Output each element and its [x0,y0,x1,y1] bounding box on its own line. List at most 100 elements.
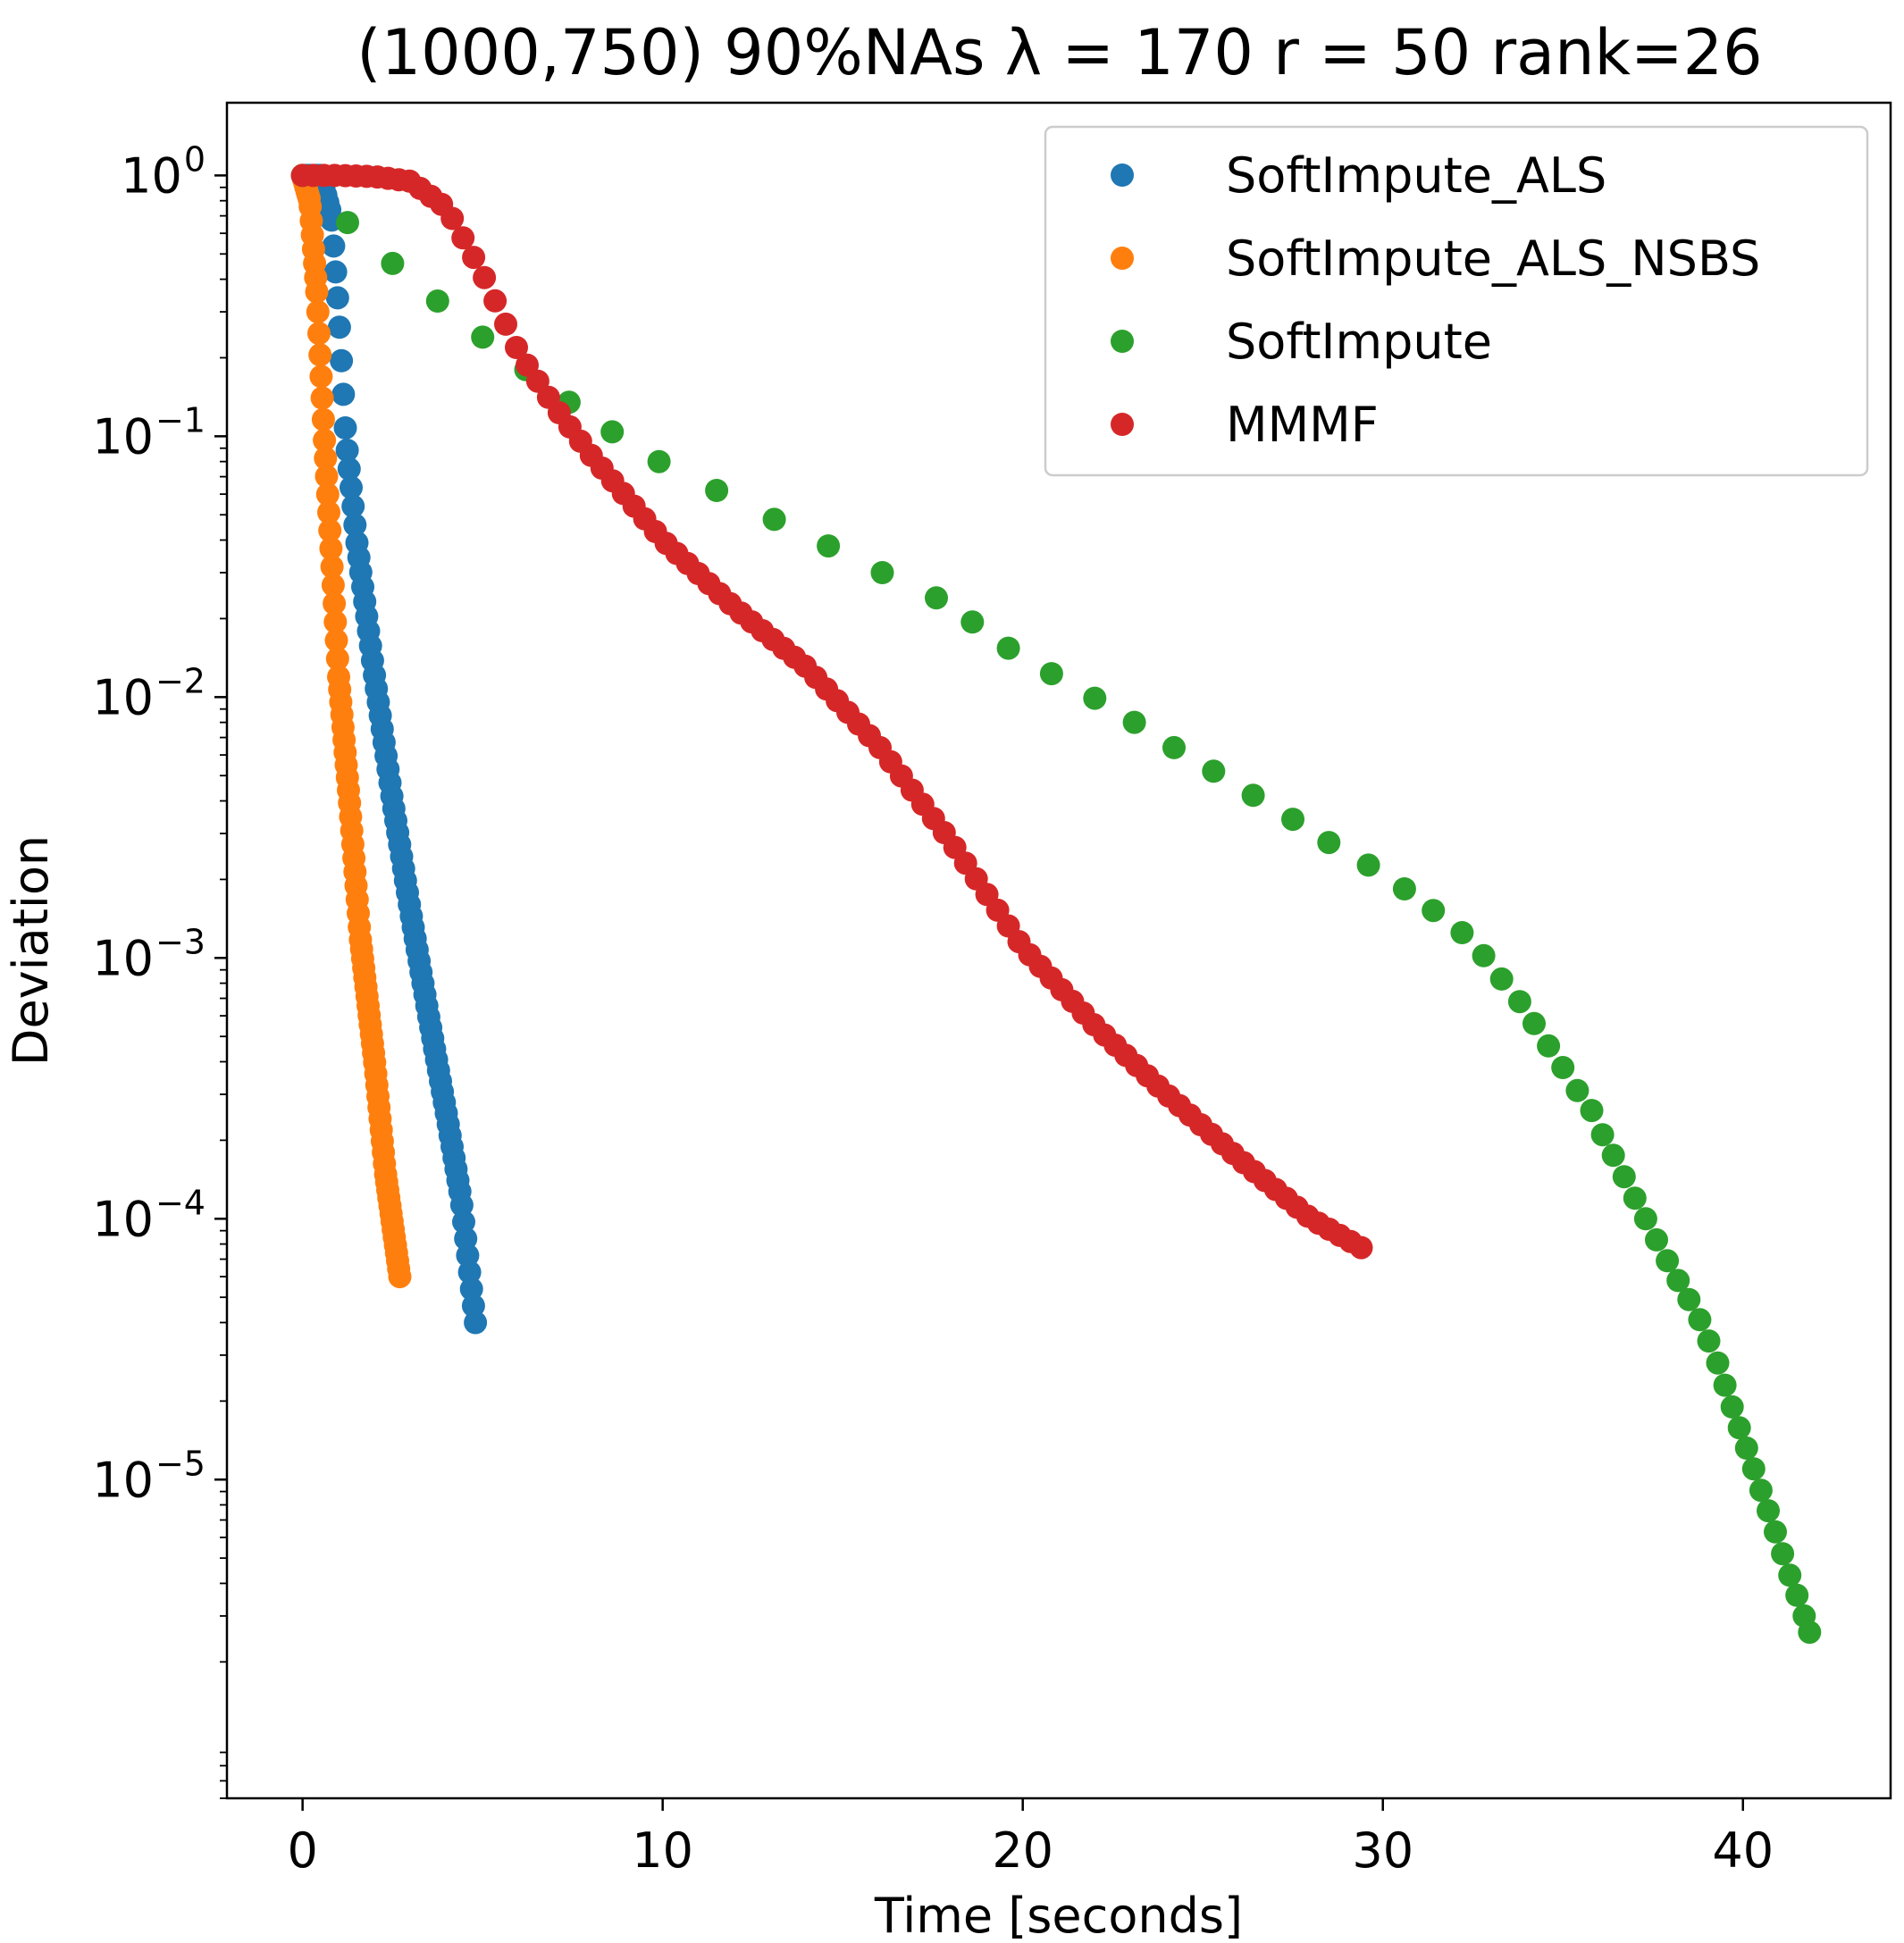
data-point [337,456,361,481]
data-point [452,1210,475,1234]
x-axis-label: Time [seconds] [874,1888,1243,1943]
y-tick-label: 10 [92,1191,154,1247]
data-point [1741,1457,1766,1481]
data-point [323,591,347,616]
data-point [335,439,359,462]
data-point [1798,1621,1822,1645]
data-point [1601,1143,1625,1168]
data-point [1537,1034,1561,1058]
legend-marker [1111,247,1134,270]
data-point [1771,1542,1795,1566]
legend-marker [1111,330,1134,353]
legend: SoftImpute_ALS SoftImpute_ALS_NSBS SoftImp… [1044,125,1869,477]
data-point [308,343,332,367]
legend-marker [1111,413,1134,436]
data-point [870,561,894,584]
data-point [817,534,841,558]
data-point [1281,808,1304,832]
data-point [1422,899,1446,923]
x-tick-label: 10 [632,1822,693,1879]
x-tick-label: 0 [287,1822,317,1879]
data-point [1039,662,1063,686]
data-point [705,479,729,502]
data-point [1317,831,1341,855]
data-point [1720,1394,1744,1419]
data-point [1580,1099,1604,1123]
data-point [381,251,405,275]
data-point [307,322,331,346]
data-point [505,336,528,359]
data-point [1677,1287,1701,1311]
data-point [343,513,367,537]
data-point [483,289,507,313]
data-point [322,234,346,258]
data-point [1688,1308,1712,1332]
x-axis: 0 10 20 30 40 [287,1798,1774,1879]
data-point [305,280,329,304]
data-point [1734,1436,1758,1460]
data-point [323,260,348,284]
legend-label: SoftImpute [1226,314,1492,370]
data-point [325,286,349,310]
data-point [306,300,330,324]
data-point [451,226,475,250]
data-point [317,500,340,524]
data-point [327,315,351,339]
data-point [462,246,486,270]
data-point [459,1277,483,1301]
data-point [318,518,342,542]
legend-label: MMMF [1226,397,1379,453]
data-point [309,364,333,389]
data-point [996,636,1020,660]
legend-label: SoftImpute_ALS_NSBS [1226,230,1760,287]
data-point [473,265,497,289]
data-point [336,211,359,235]
data-marks [290,163,1822,1645]
plot-frame [225,101,1892,1800]
legend-frame [1044,125,1869,477]
data-point [1489,967,1514,991]
data-point [456,1244,480,1268]
data-point [1785,1583,1809,1607]
data-point [324,628,348,652]
data-point [1697,1329,1721,1353]
data-point [457,1260,482,1285]
data-point [340,475,363,499]
data-point [449,1193,474,1217]
data-point [1241,783,1265,808]
data-point [1590,1123,1615,1147]
y-tick-exponent: −3 [155,922,205,961]
y-tick-exponent: −2 [155,661,205,700]
data-point [1349,1235,1373,1260]
data-point [1565,1078,1589,1102]
data-point [762,507,786,532]
data-point [1612,1165,1636,1189]
data-point [1522,1011,1546,1035]
data-point [1778,1563,1802,1587]
data-point [1666,1269,1690,1293]
data-point [313,428,337,452]
data-point [440,206,465,230]
data-point [1706,1351,1730,1375]
data-point [425,289,449,313]
y-tick-label: 10 [92,408,154,465]
data-point [325,647,349,671]
data-point [315,465,339,489]
data-point [1623,1186,1647,1210]
data-point [647,449,671,473]
legend-label: SoftImpute_ALS [1226,147,1606,204]
data-point [1083,686,1107,710]
data-point [1356,853,1380,877]
data-point [471,325,495,349]
data-point [333,416,357,440]
data-point [1757,1499,1780,1523]
y-tick-exponent: −1 [155,400,205,440]
data-point [315,482,340,507]
data-point [1472,943,1496,967]
data-point [331,382,356,406]
data-point [494,312,517,336]
data-point [321,574,345,597]
y-axis-label: Deviation [3,835,59,1066]
data-point [1202,759,1226,783]
y-tick-exponent: −5 [155,1444,205,1483]
